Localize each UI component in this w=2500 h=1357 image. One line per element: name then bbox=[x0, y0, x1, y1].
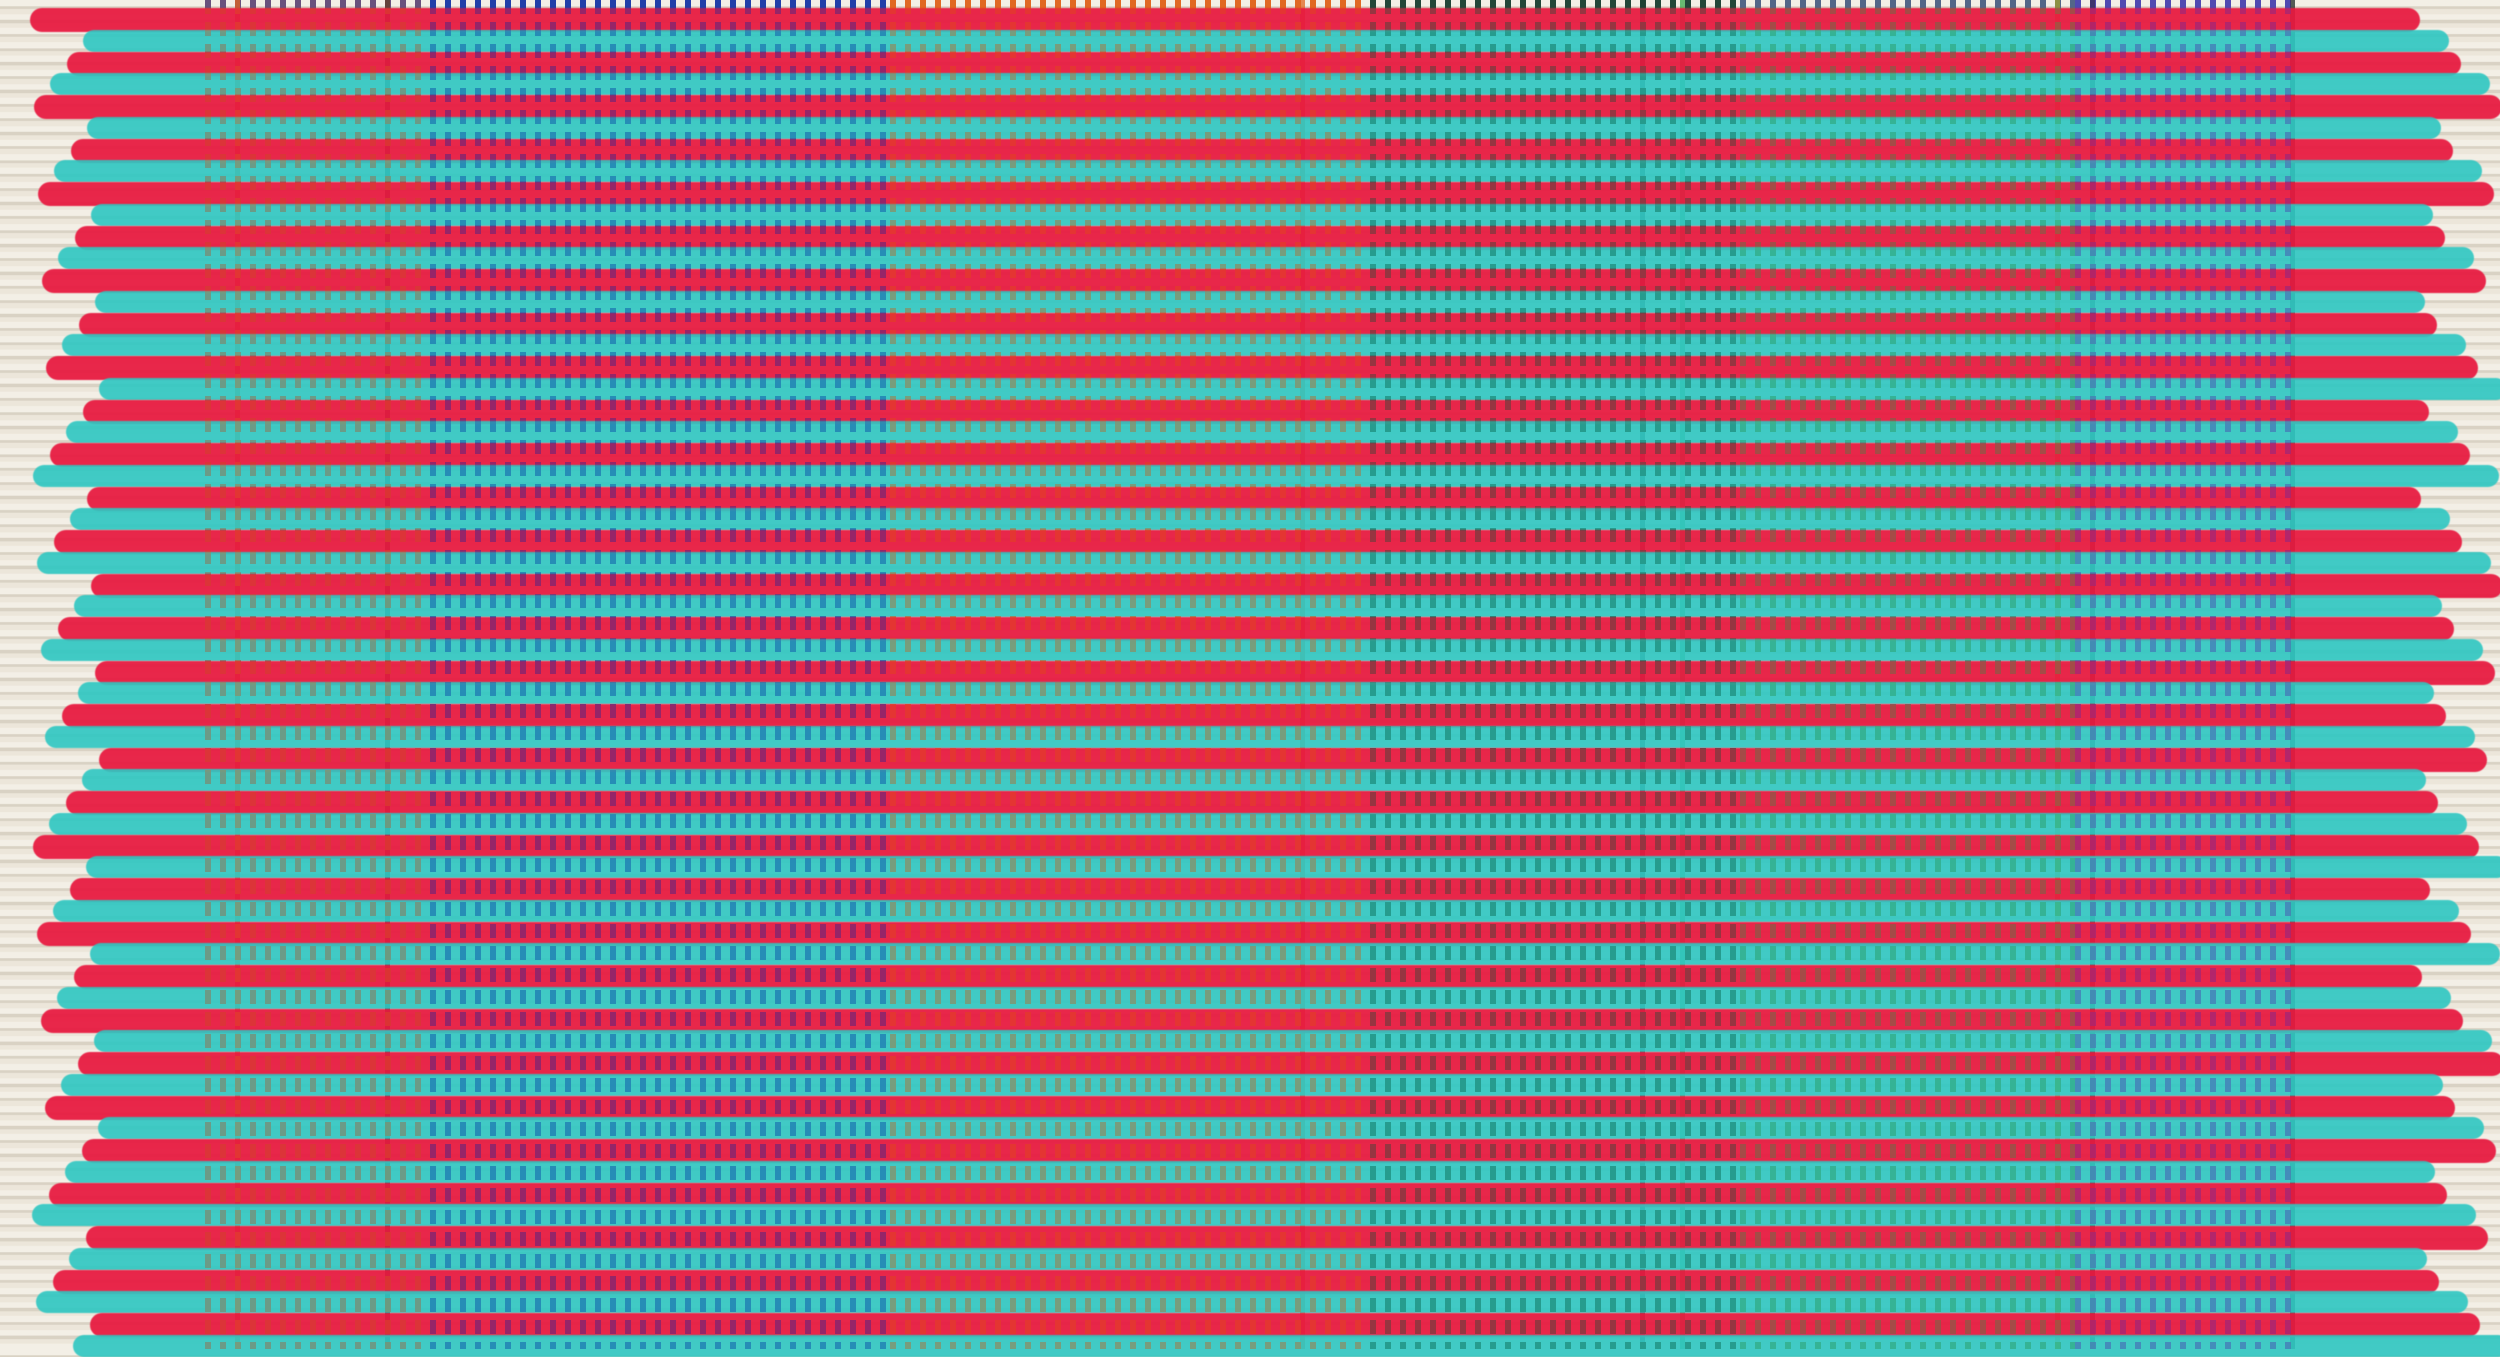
red-stripe bbox=[87, 486, 2421, 511]
red-stripe bbox=[99, 747, 2487, 772]
red-stripe bbox=[71, 138, 2453, 163]
red-stripe bbox=[91, 573, 2500, 598]
turquoise-stripe bbox=[37, 551, 2491, 574]
dot-column-overlay bbox=[2075, 0, 2300, 1349]
turquoise-stripe bbox=[94, 1030, 2492, 1052]
red-stripe bbox=[49, 1182, 2447, 1207]
red-stripe bbox=[34, 95, 2500, 119]
red-stripe bbox=[38, 182, 2494, 206]
red-stripe bbox=[70, 878, 2430, 902]
turquoise-stripe bbox=[98, 1117, 2484, 1139]
red-stripe bbox=[62, 704, 2446, 728]
turquoise-stripe bbox=[95, 290, 2425, 313]
turquoise-stripe bbox=[53, 899, 2459, 922]
red-stripe bbox=[79, 312, 2437, 337]
red-stripe bbox=[50, 443, 2470, 467]
red-stripe bbox=[45, 1095, 2455, 1120]
turquoise-stripe bbox=[70, 508, 2450, 530]
turquoise-stripe bbox=[91, 203, 2433, 226]
dot-column-overlay bbox=[1370, 0, 1740, 1349]
red-stripe bbox=[90, 1313, 2480, 1337]
dot-column-overlay bbox=[430, 0, 890, 1349]
red-stripe bbox=[30, 8, 2420, 32]
turquoise-stripe bbox=[32, 1204, 2476, 1226]
red-stripe bbox=[86, 1226, 2488, 1250]
turquoise-stripe bbox=[65, 1160, 2435, 1183]
red-stripe bbox=[41, 1008, 2463, 1033]
turquoise-stripe bbox=[66, 421, 2458, 443]
turquoise-stripe bbox=[86, 856, 2500, 878]
turquoise-stripe bbox=[36, 1291, 2468, 1313]
turquoise-stripe bbox=[90, 943, 2500, 965]
turquoise-stripe bbox=[33, 464, 2499, 487]
turquoise-stripe bbox=[74, 595, 2442, 617]
red-stripe bbox=[67, 51, 2461, 76]
turquoise-stripe bbox=[58, 247, 2474, 269]
turquoise-stripe bbox=[82, 769, 2426, 791]
turquoise-stripe bbox=[78, 682, 2434, 704]
red-stripe bbox=[42, 269, 2486, 293]
turquoise-stripe bbox=[50, 73, 2490, 95]
turquoise-stripe bbox=[41, 638, 2483, 661]
turquoise-stripe bbox=[83, 29, 2449, 52]
red-stripe bbox=[83, 399, 2429, 424]
red-stripe bbox=[53, 1269, 2439, 1294]
dot-column-overlay bbox=[890, 0, 1370, 1349]
turquoise-stripe bbox=[87, 116, 2441, 139]
red-stripe bbox=[78, 1052, 2500, 1076]
turquoise-stripe bbox=[61, 1073, 2443, 1096]
dot-column-overlay bbox=[205, 0, 430, 1349]
red-stripe bbox=[37, 921, 2471, 946]
turquoise-stripe bbox=[49, 812, 2467, 835]
red-stripe bbox=[74, 965, 2422, 989]
red-stripe bbox=[33, 834, 2479, 859]
red-stripe bbox=[82, 1139, 2496, 1163]
red-stripe bbox=[75, 225, 2445, 250]
red-stripe bbox=[46, 356, 2478, 380]
dot-column-overlay bbox=[1740, 0, 2075, 1349]
red-stripe bbox=[54, 530, 2462, 554]
turquoise-stripe bbox=[57, 986, 2451, 1009]
turquoise-stripe bbox=[54, 160, 2482, 182]
turquoise-stripe bbox=[99, 377, 2500, 400]
turquoise-stripe bbox=[69, 1247, 2427, 1270]
turquoise-stripe bbox=[45, 725, 2475, 748]
red-stripe bbox=[66, 791, 2438, 815]
red-stripe bbox=[58, 617, 2454, 641]
turquoise-stripe bbox=[62, 334, 2466, 356]
red-stripe bbox=[95, 660, 2495, 685]
